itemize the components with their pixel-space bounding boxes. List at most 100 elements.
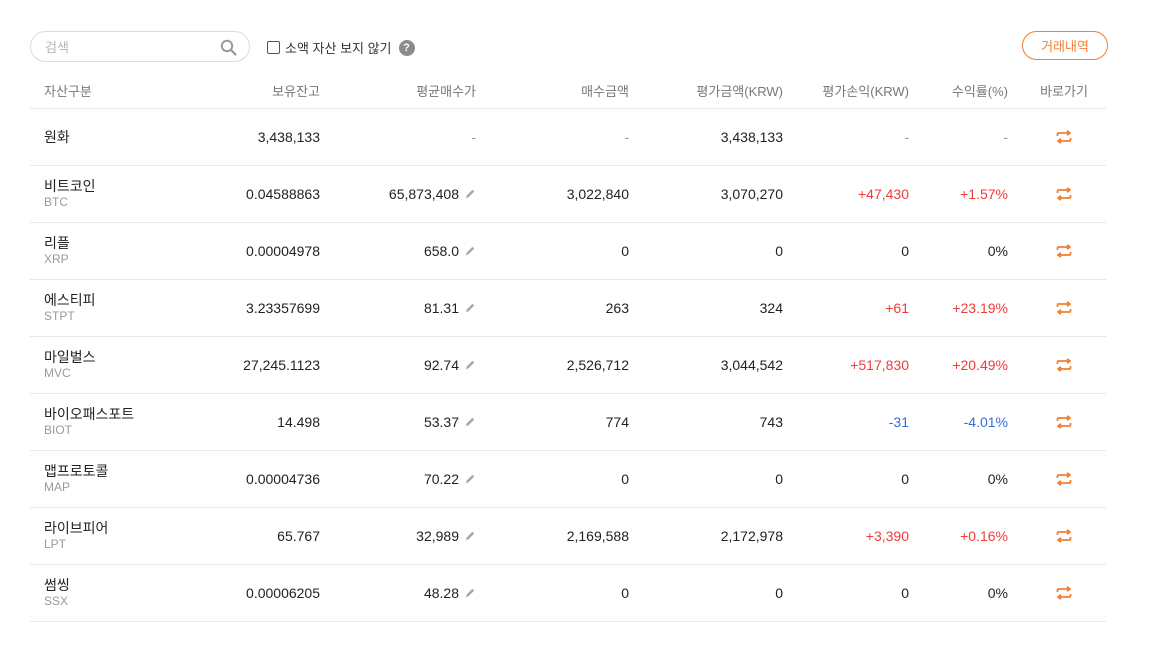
asset-symbol: SSX xyxy=(44,594,69,608)
eval-amount-value: 0 xyxy=(775,585,783,601)
avg-price-value: 658.0 xyxy=(423,243,459,259)
exchange-arrows-icon[interactable] xyxy=(1055,586,1073,600)
pencil-icon[interactable] xyxy=(464,530,476,542)
asset-symbol: BTC xyxy=(44,195,68,209)
table-row: 라이브피어 LPT 65.767 32,989 2,169,588 2,172,… xyxy=(30,508,1106,565)
go-trade-button[interactable] xyxy=(1039,451,1089,507)
table-row: 비트코인 BTC 0.04588863 65,873,408 3,022,840… xyxy=(30,166,1106,223)
buy-amount-value: 2,169,588 xyxy=(566,528,629,544)
avg-price-value: 53.37 xyxy=(423,414,459,430)
search-input[interactable] xyxy=(45,38,215,56)
avg-price-value: 65,873,408 xyxy=(388,186,459,202)
balance-value: 0.00004736 xyxy=(246,471,320,487)
eval-amount-value: 3,044,542 xyxy=(720,357,783,373)
balance-value: 0.04588863 xyxy=(246,186,320,202)
profit-value: +47,430 xyxy=(858,186,909,202)
exchange-arrows-icon[interactable] xyxy=(1055,130,1073,144)
pencil-icon[interactable] xyxy=(464,587,476,599)
profit-value: +61 xyxy=(885,300,909,316)
pencil-icon[interactable] xyxy=(464,245,476,257)
exchange-arrows-icon[interactable] xyxy=(1055,415,1073,429)
buy-amount-value: 774 xyxy=(605,414,629,430)
exchange-arrows-icon[interactable] xyxy=(1055,301,1073,315)
eval-amount-value: 3,070,270 xyxy=(720,186,783,202)
go-trade-button[interactable] xyxy=(1039,223,1089,279)
rate-value: 0% xyxy=(987,471,1008,487)
avg-price-value: 81.31 xyxy=(423,300,459,316)
rate-value: -4.01% xyxy=(963,414,1008,430)
header-profit: 평가손익(KRW) xyxy=(822,83,909,99)
table-body: 원화 3,438,133 - - 3,438,133 - - 비트코인 BTC xyxy=(30,109,1106,622)
table-row: 바이오패스포트 BIOT 14.498 53.37 774 743 -31 -4… xyxy=(30,394,1106,451)
buy-amount-value: 0 xyxy=(621,243,629,259)
profit-value: +517,830 xyxy=(850,357,909,373)
asset-symbol: MVC xyxy=(44,366,71,380)
exchange-arrows-icon[interactable] xyxy=(1055,244,1073,258)
asset-name: 맵프로토콜 xyxy=(44,463,109,479)
go-trade-button[interactable] xyxy=(1039,166,1089,222)
eval-amount-value: 0 xyxy=(775,471,783,487)
header-name: 자산구분 xyxy=(44,83,92,99)
pencil-icon[interactable] xyxy=(464,416,476,428)
profit-value: 0 xyxy=(901,585,909,601)
header-avg-price: 평균매수가 xyxy=(416,83,476,99)
exchange-arrows-icon[interactable] xyxy=(1055,187,1073,201)
go-trade-button[interactable] xyxy=(1039,508,1089,564)
asset-name: 바이오패스포트 xyxy=(44,406,135,422)
pencil-icon[interactable] xyxy=(464,188,476,200)
table-row: 맵프로토콜 MAP 0.00004736 70.22 0 0 0 0% xyxy=(30,451,1106,508)
pencil-icon[interactable] xyxy=(464,473,476,485)
buy-amount-value: 0 xyxy=(621,471,629,487)
avg-price-value: 32,989 xyxy=(416,528,459,544)
balance-value: 3.23357699 xyxy=(246,300,320,316)
rate-value: 0% xyxy=(987,243,1008,259)
pencil-icon[interactable] xyxy=(464,302,476,314)
go-trade-button[interactable] xyxy=(1039,565,1089,621)
eval-amount-value: 2,172,978 xyxy=(720,528,783,544)
asset-symbol: BIOT xyxy=(44,423,73,437)
header-buy-amount: 매수금액 xyxy=(581,83,629,99)
table-row: 원화 3,438,133 - - 3,438,133 - - xyxy=(30,109,1106,166)
hide-small-assets-toggle[interactable]: 소액 자산 보지 않기 ? xyxy=(267,38,415,57)
table-row: 마일벌스 MVC 27,245.1123 92.74 2,526,712 3,0… xyxy=(30,337,1106,394)
go-trade-button[interactable] xyxy=(1039,280,1089,336)
table-row: 썸씽 SSX 0.00006205 48.28 0 0 0 0% xyxy=(30,565,1106,622)
search-icon[interactable] xyxy=(220,39,237,56)
eval-amount-value: 3,438,133 xyxy=(720,129,783,145)
go-trade-button[interactable] xyxy=(1039,394,1089,450)
rate-value: - xyxy=(1003,129,1008,145)
transaction-history-button[interactable]: 거래내역 xyxy=(1022,31,1108,60)
asset-name: 라이브피어 xyxy=(44,520,109,536)
buy-amount-value: 3,022,840 xyxy=(566,186,629,202)
avg-price-value: 70.22 xyxy=(423,471,459,487)
profit-value: - xyxy=(904,129,909,145)
pencil-icon[interactable] xyxy=(464,359,476,371)
balance-value: 65.767 xyxy=(277,528,320,544)
go-trade-button[interactable] xyxy=(1039,109,1089,165)
balance-value: 0.00006205 xyxy=(246,585,320,601)
profit-value: 0 xyxy=(901,471,909,487)
asset-symbol: XRP xyxy=(44,252,69,266)
rate-value: +1.57% xyxy=(960,186,1008,202)
header-eval-amount: 평가금액(KRW) xyxy=(696,83,783,99)
header-balance: 보유잔고 xyxy=(272,83,320,99)
help-icon[interactable]: ? xyxy=(398,39,415,56)
exchange-arrows-icon[interactable] xyxy=(1055,529,1073,543)
rate-value: +0.16% xyxy=(960,528,1008,544)
avg-price-value: - xyxy=(471,129,476,145)
rate-value: 0% xyxy=(987,585,1008,601)
hide-small-assets-checkbox[interactable] xyxy=(267,41,280,54)
avg-price-value: 92.74 xyxy=(423,357,459,373)
rate-value: +23.19% xyxy=(952,300,1008,316)
search-box[interactable] xyxy=(30,31,250,62)
asset-name: 비트코인 xyxy=(44,178,96,194)
exchange-arrows-icon[interactable] xyxy=(1055,358,1073,372)
table-row: 리플 XRP 0.00004978 658.0 0 0 0 0% xyxy=(30,223,1106,280)
avg-price-value: 48.28 xyxy=(423,585,459,601)
asset-symbol: MAP xyxy=(44,480,71,494)
exchange-arrows-icon[interactable] xyxy=(1055,472,1073,486)
asset-symbol: STPT xyxy=(44,309,75,323)
eval-amount-value: 743 xyxy=(759,414,783,430)
go-trade-button[interactable] xyxy=(1039,337,1089,393)
